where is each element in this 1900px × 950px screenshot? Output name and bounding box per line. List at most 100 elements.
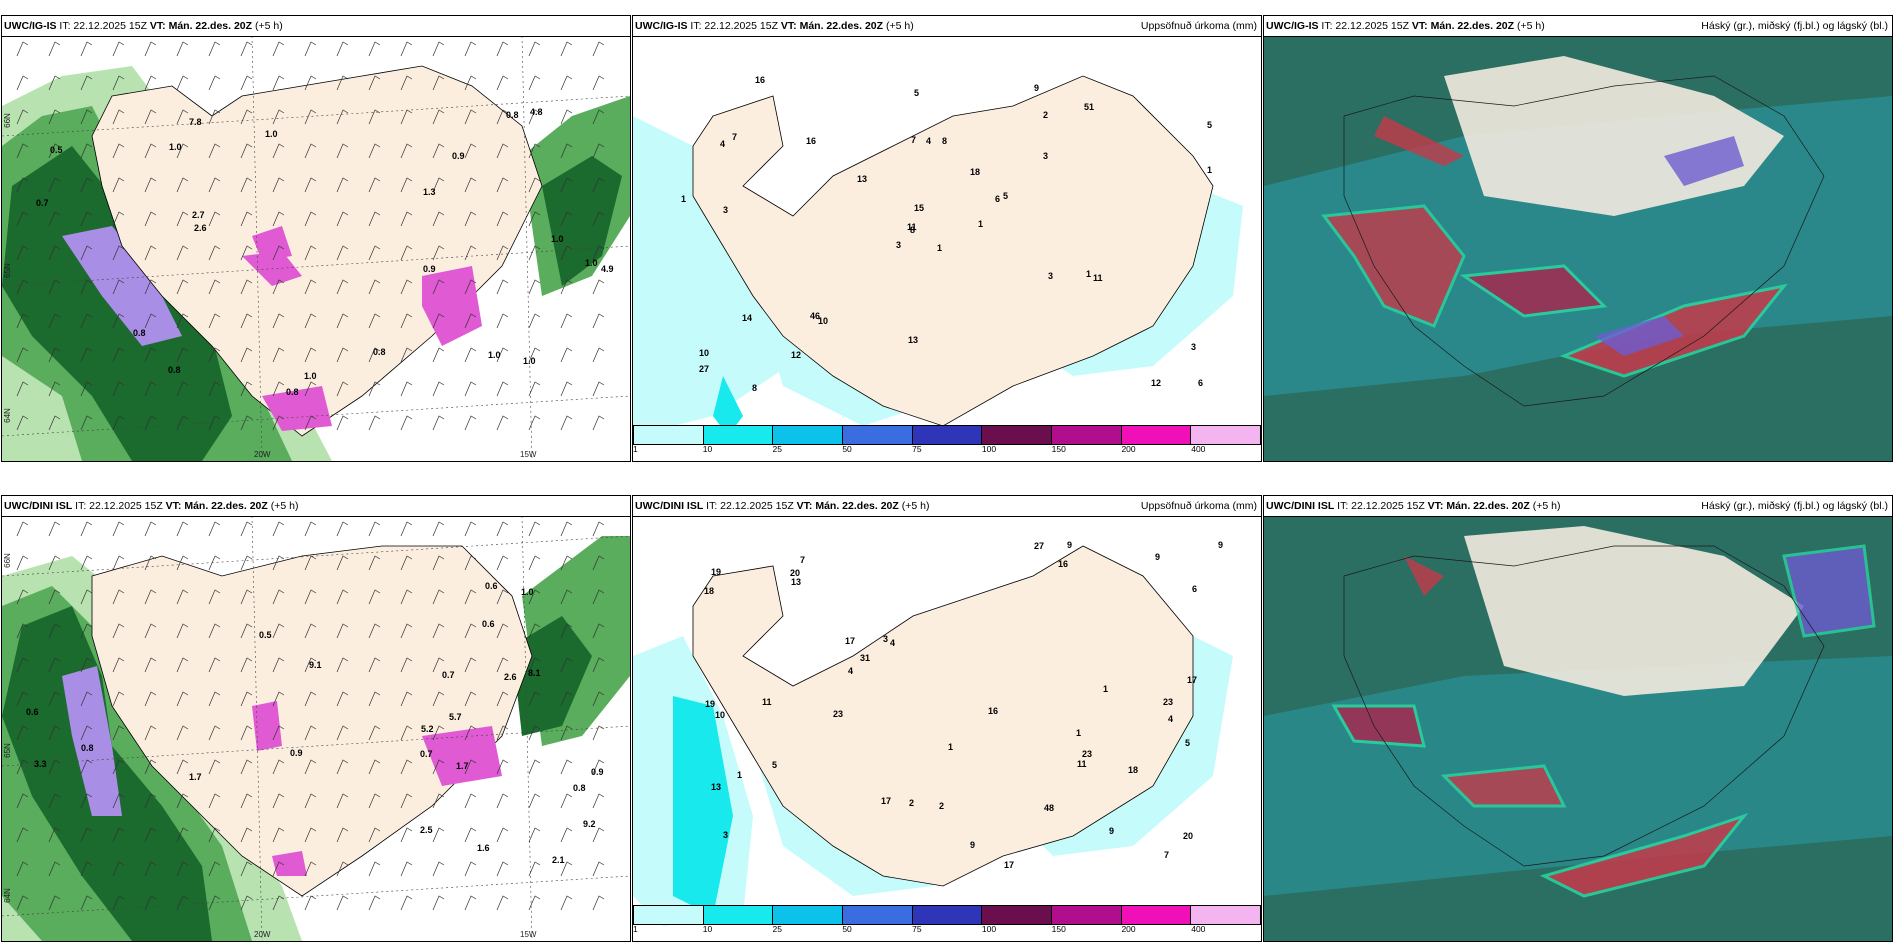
wind-barb [176, 143, 189, 159]
wind-barb [16, 381, 29, 397]
wind-barb [240, 381, 253, 397]
value-label: 0.6 [485, 581, 498, 591]
wind-barb [496, 793, 509, 809]
wind-barb [144, 211, 157, 227]
lat-label-66n: 66N [2, 113, 12, 128]
wind-barb [304, 759, 317, 775]
model-name: UWC/DINI ISL [635, 500, 704, 512]
value-label: 3 [1191, 342, 1196, 352]
wind-barb [144, 895, 157, 911]
wind-map[interactable]: 0.5 1.0 1.3 1.0 0.8 0.8 0.9 2.6 4.8 4.9 1.0 7.8 0.9 0… [2, 36, 630, 461]
wind-barb [80, 623, 93, 639]
wind-barb [48, 109, 61, 125]
wind-barb [112, 521, 125, 537]
precip-map[interactable]: 1 4 8 10 6 10 9 8 2 1 16 6 3 5 3 3 8 7 18 14 13 27 12 4 5 11 7 5 1 3 1… [633, 36, 1261, 461]
panel-cloud-bottom: UWC/DINI ISL IT: 22.12.2025 15Z VT: Mán.… [1263, 495, 1893, 942]
wind-barb [496, 623, 509, 639]
wind-barb [496, 895, 509, 911]
wind-barb [432, 725, 445, 741]
wind-barb [80, 347, 93, 363]
wind-barb [336, 143, 349, 159]
wind-barb [304, 109, 317, 125]
wind-barb [400, 143, 413, 159]
wind-barb [240, 245, 253, 261]
wind-barb [368, 521, 381, 537]
value-label: 1 [978, 219, 983, 229]
cloud-map[interactable] [1264, 516, 1892, 941]
wind-barb [464, 861, 477, 877]
value-label: 13 [791, 577, 801, 587]
wind-barb [432, 109, 445, 125]
wind-barb [464, 895, 477, 911]
wind-barb [400, 177, 413, 193]
wind-barb [80, 555, 93, 571]
value-label: 13 [857, 174, 867, 184]
wind-barb [240, 109, 253, 125]
wind-barb [176, 347, 189, 363]
wind-barb [16, 657, 29, 673]
wind-barb [400, 861, 413, 877]
value-label: 1 [1086, 269, 1091, 279]
wind-barb [496, 521, 509, 537]
wind-barb [464, 177, 477, 193]
value-label: 0.5 [50, 145, 63, 155]
wind-barb [560, 589, 573, 605]
wind-barb [528, 143, 541, 159]
lon-label-15w: 15W [520, 450, 537, 459]
value-label: 9 [1155, 552, 1160, 562]
cloud-map[interactable] [1264, 36, 1892, 461]
wind-barb [80, 793, 93, 809]
wind-barb [48, 41, 61, 57]
wind-barb [496, 589, 509, 605]
wind-barb [496, 415, 509, 431]
value-label: 5 [1003, 191, 1008, 201]
panel-title: UWC/IG-IS IT: 22.12.2025 15Z VT: Mán. 22… [1264, 16, 1892, 37]
wind-barb [48, 589, 61, 605]
colorbar: 1 10 25 50 75 100 150 200 400 [633, 905, 1261, 934]
wind-barb [336, 177, 349, 193]
wind-barb [240, 759, 253, 775]
wind-barb [560, 725, 573, 741]
valid-time-label: VT: [1427, 500, 1444, 512]
wind-barb [336, 109, 349, 125]
wind-barb [368, 725, 381, 741]
wind-barb [112, 657, 125, 673]
value-label: 10 [699, 348, 709, 358]
wind-barb [48, 143, 61, 159]
wind-barb [240, 589, 253, 605]
value-label: 2.6 [194, 223, 207, 233]
wind-barb [144, 313, 157, 329]
wind-barb [304, 313, 317, 329]
wind-barb [464, 279, 477, 295]
wind-barb [144, 109, 157, 125]
wind-barb [528, 827, 541, 843]
wind-barb [176, 245, 189, 261]
wind-barb [176, 623, 189, 639]
precip-map[interactable]: 1 4 3 7 4 9 13 16 17 17 18 19 19 20 17 17 1 16 3 5 9 9 4 5 27 20 2… [633, 516, 1261, 941]
value-label: 11 [1093, 273, 1103, 283]
wind-barb [592, 725, 605, 741]
wind-barb [464, 313, 477, 329]
value-label: 9 [970, 840, 975, 850]
wind-barb [432, 521, 445, 537]
value-label: 1.0 [488, 350, 501, 360]
wind-barb [144, 759, 157, 775]
wind-barb [240, 41, 253, 57]
wind-barb [208, 793, 221, 809]
wind-barb [176, 381, 189, 397]
wind-barb [16, 347, 29, 363]
wind-barb [560, 657, 573, 673]
wind-barb [272, 861, 285, 877]
wind-barb [80, 143, 93, 159]
wind-barb [528, 41, 541, 57]
wind-barb [16, 177, 29, 193]
colorbar-swatch [912, 426, 983, 444]
value-label: 18 [970, 167, 980, 177]
value-label: 9 [1218, 540, 1223, 550]
wind-barb [176, 415, 189, 431]
lon-label-20w: 20W [254, 930, 271, 939]
wind-map[interactable]: 0.7 0.9 2.6 0.8 2.5 0.6 8.1 9.1 9.2 1.6 5.7 5.2 3.3 1… [2, 516, 630, 941]
lat-label-66n: 66N [2, 553, 12, 568]
wind-barb [144, 589, 157, 605]
valid-time: Mán. 22.des. 20Z [168, 20, 253, 32]
